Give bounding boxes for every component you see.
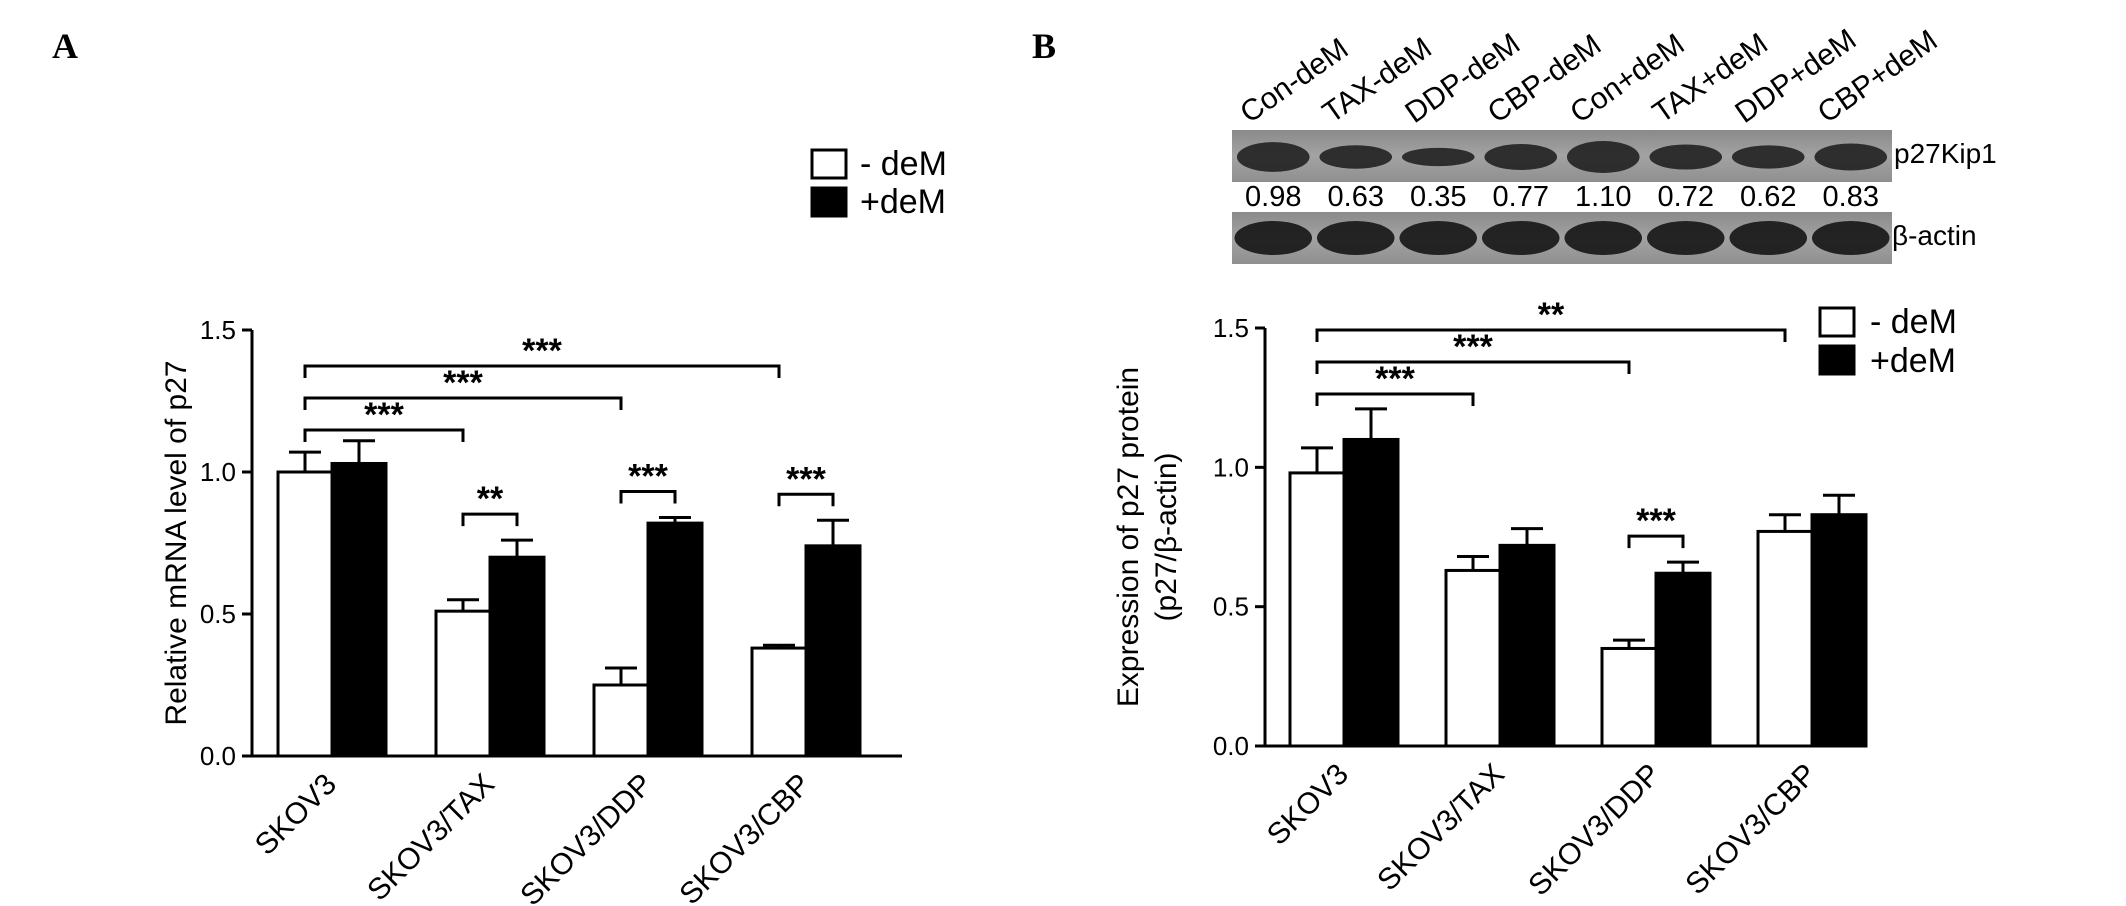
significance-label: *** (1453, 328, 1493, 366)
blot-p27-band (1649, 144, 1723, 170)
y-tick-label: 0.5 (1213, 592, 1249, 622)
y-tick-label: 1.0 (200, 457, 236, 487)
blot-p27-band (1236, 142, 1310, 172)
significance-label: ** (477, 480, 504, 518)
significance-label: *** (364, 396, 404, 434)
significance-bracket (303, 396, 623, 410)
significance-bracket (1315, 328, 1787, 342)
significance-label: *** (786, 460, 826, 498)
x-tick-label: SKOV3/CBP (673, 768, 817, 906)
bar (1342, 437, 1400, 748)
x-tick-label: SKOV3/TAX (361, 768, 501, 906)
significance-label: *** (1375, 360, 1415, 398)
bar (1444, 568, 1502, 748)
blot-actin-band (1564, 221, 1643, 255)
significance-label: *** (522, 332, 562, 370)
blot-protein-label: p27Kip1 (1894, 138, 1997, 169)
bar (1810, 513, 1868, 748)
bar (1498, 543, 1556, 748)
y-tick-label: 1.0 (1213, 452, 1249, 482)
blot-actin-band (1234, 221, 1313, 255)
x-tick-label: SKOV3/TAX (1371, 758, 1511, 898)
blot-p27-band (1484, 144, 1558, 170)
bar (646, 521, 704, 758)
significance-label: *** (443, 364, 483, 402)
western-blot: p27Kip1 β-actin Con-deMTAX-deMDDP-deMCBP… (1232, 23, 1997, 264)
x-tick-label: SKOV3 (1261, 758, 1355, 852)
legend-b-minus-label: - deM (1870, 303, 1957, 341)
blot-value-label: 0.77 (1493, 181, 1549, 213)
blot-actin-band (1316, 221, 1395, 255)
legend-b-plus-label: +deM (1870, 342, 1956, 380)
bar (1600, 646, 1658, 748)
y-axis-label: Expression of p27 protein (1112, 367, 1145, 707)
significance-bracket (777, 492, 835, 507)
bar (1288, 471, 1346, 748)
y-axis-label: Relative mRNA level of p27 (160, 360, 193, 725)
bar (434, 609, 492, 758)
blot-p27-band (1566, 141, 1640, 173)
legend-a-minus-swatch (810, 148, 848, 180)
blot-loading-label: β-actin (1892, 220, 1977, 251)
blot-actin-band (1646, 221, 1725, 255)
blot-value-label: 0.83 (1823, 181, 1879, 213)
bar (1654, 571, 1712, 748)
legend-a-minus-label: - deM (860, 145, 947, 183)
y-tick-label: 0.0 (200, 741, 236, 771)
blot-value-label: 0.98 (1245, 181, 1301, 213)
blot-p27-band (1731, 145, 1805, 169)
legend-a-plus-label: +deM (860, 183, 946, 221)
chart-b: 0.0 0.5 1.0 1.5 Expression of p27 protein (p2… (1112, 296, 1868, 903)
bar (750, 646, 808, 758)
significance-bracket (303, 428, 465, 442)
y-axis-label-2: (p27/β-actin) (1150, 453, 1183, 622)
blot-actin-band (1729, 221, 1808, 255)
significance-bracket (1627, 534, 1685, 549)
x-tick-label: SKOV3 (249, 768, 343, 862)
legend-a: - deM +deM (810, 145, 947, 221)
blot-p27-band (1814, 143, 1888, 171)
legend-b: - deM +deM (1818, 303, 1957, 380)
bar (488, 555, 546, 758)
legend-b-plus-swatch (1818, 344, 1856, 376)
bar (804, 544, 862, 758)
bar (276, 470, 334, 758)
significance-bracket (619, 489, 677, 504)
bar (1756, 529, 1814, 748)
significance-bracket (303, 364, 781, 378)
y-tick-label: 0.5 (200, 599, 236, 629)
significance-bracket (1315, 392, 1475, 406)
bar (330, 461, 388, 758)
blot-actin-band (1811, 221, 1890, 255)
blot-actin-band (1399, 221, 1478, 255)
significance-label: ** (1538, 296, 1565, 334)
y-tick-label: 1.5 (1213, 313, 1249, 343)
bar (592, 683, 650, 758)
x-tick-label: SKOV3/DDP (514, 768, 659, 906)
panel-a-label: A (52, 26, 78, 66)
blot-p27-band (1319, 145, 1393, 169)
blot-value-label: 0.62 (1740, 181, 1796, 213)
y-tick-label: 1.5 (200, 315, 236, 345)
x-tick-label: SKOV3/CBP (1679, 758, 1823, 902)
legend-b-minus-swatch (1818, 306, 1856, 338)
significance-label: *** (1636, 502, 1676, 540)
blot-p27-band (1401, 147, 1475, 167)
blot-value-label: 0.72 (1658, 181, 1714, 213)
blot-value-label: 0.35 (1410, 181, 1466, 213)
blot-actin-band (1481, 221, 1560, 255)
x-tick-label: SKOV3/DDP (1522, 758, 1667, 903)
significance-bracket (1315, 360, 1631, 374)
significance-bracket (461, 512, 519, 527)
significance-label: *** (628, 457, 668, 495)
blot-value-label: 1.10 (1575, 181, 1631, 213)
legend-a-plus-swatch (810, 186, 848, 218)
y-tick-label: 0.0 (1213, 731, 1249, 761)
blot-value-label: 0.63 (1328, 181, 1384, 213)
panel-b-label: B (1032, 26, 1056, 66)
